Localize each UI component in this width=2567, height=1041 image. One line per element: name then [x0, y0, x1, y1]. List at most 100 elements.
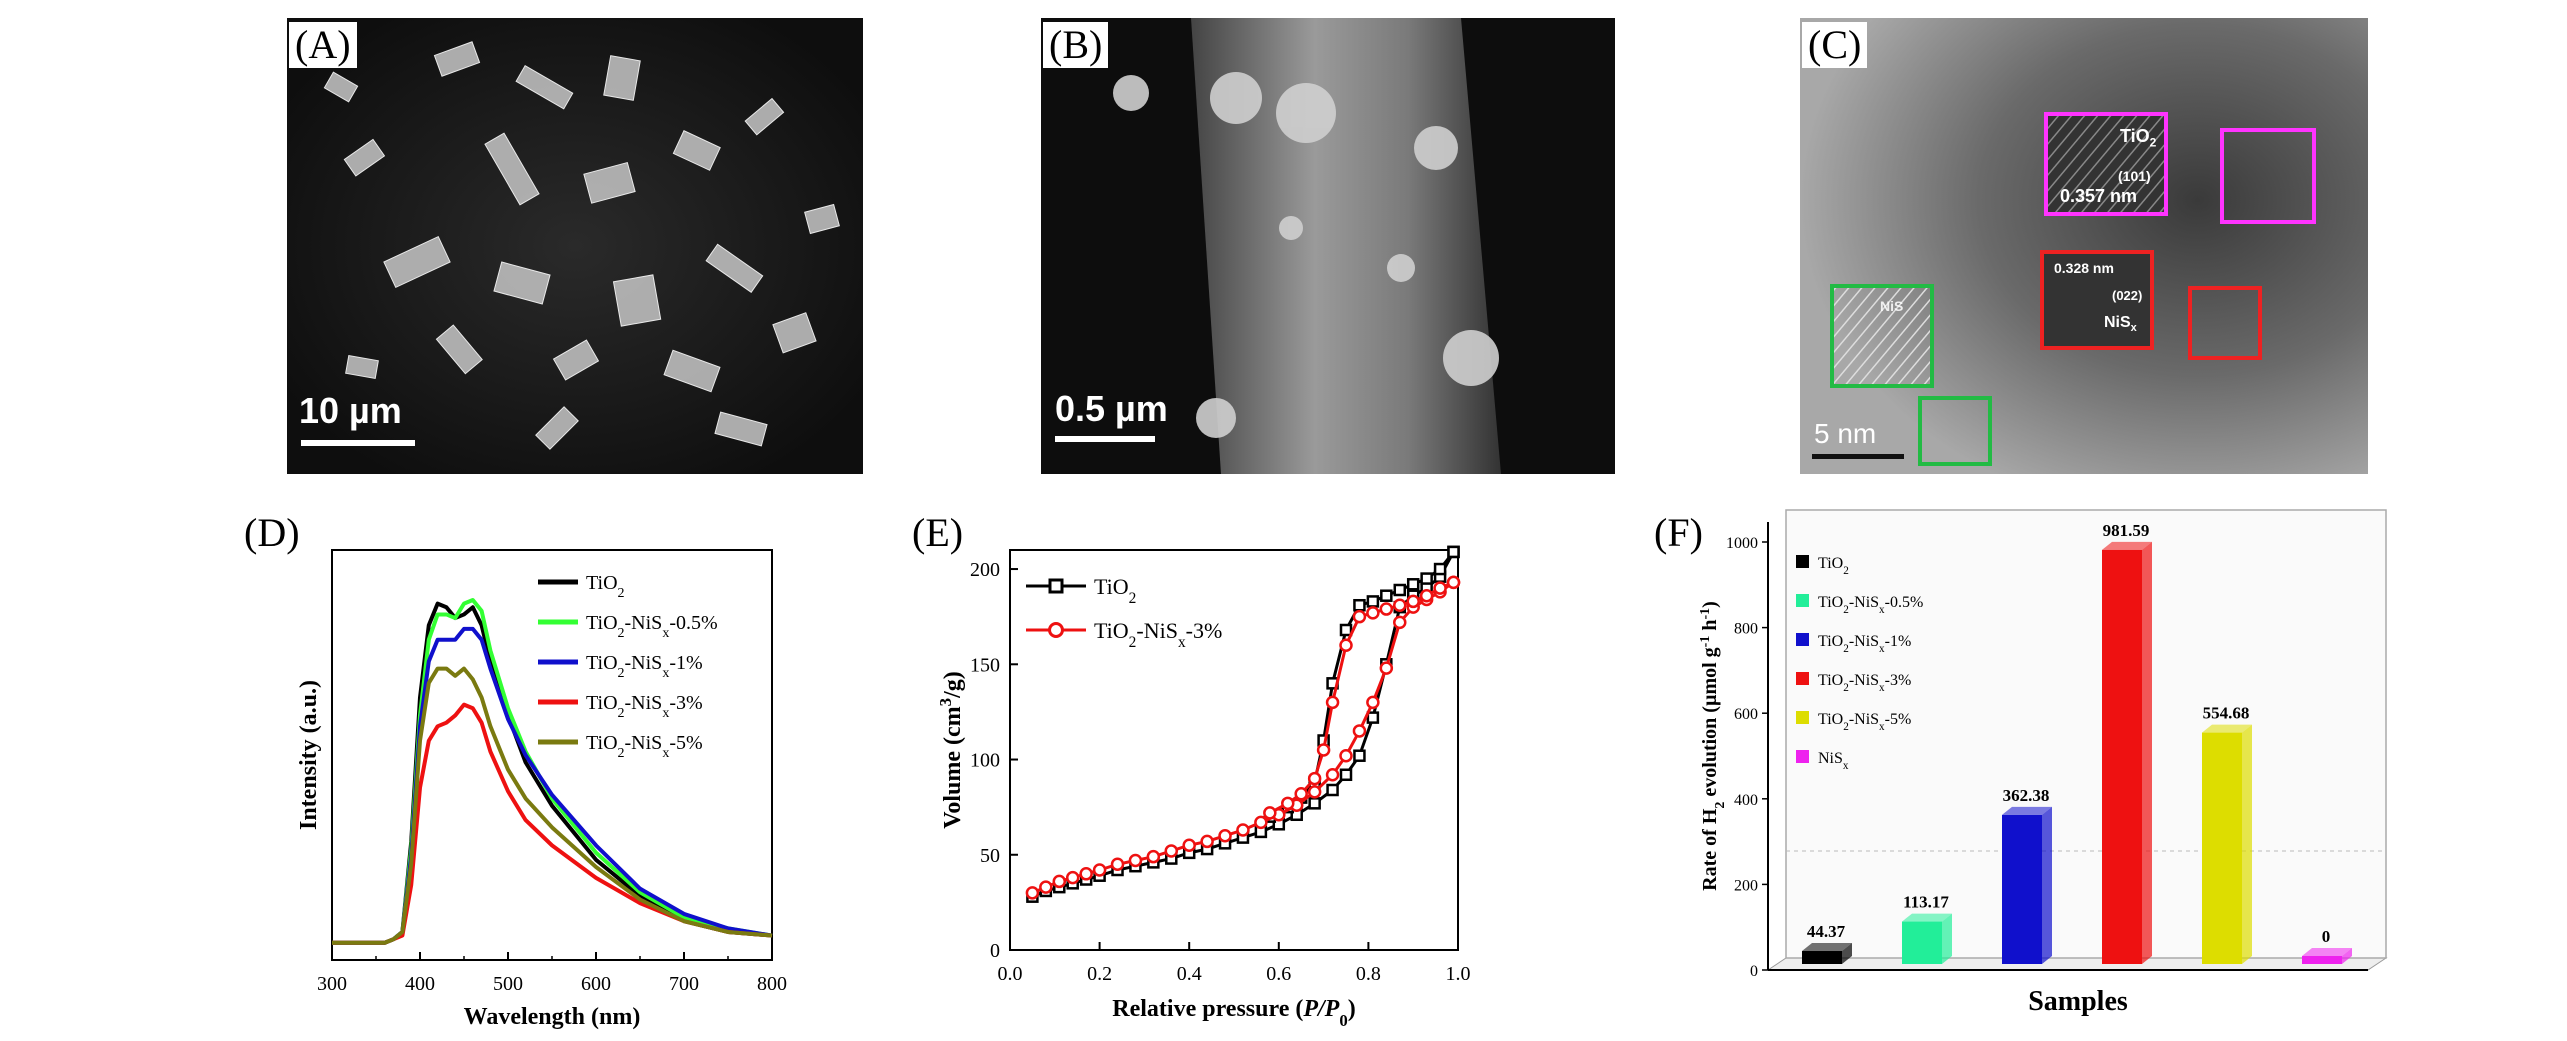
x-axis-label-f: Samples [2028, 986, 2128, 1017]
y-tick-label-e: 50 [980, 845, 1000, 867]
bar-f [2002, 814, 2042, 964]
tio2-inset-label: TiO2 [2120, 126, 2157, 150]
value-label-f: 0 [2322, 927, 2331, 946]
data-point-e [1366, 595, 1380, 608]
nis-plane-label: (022) [2112, 288, 2143, 303]
bar-f [2302, 956, 2342, 964]
scale-label-c: 5 nm [1814, 418, 1877, 449]
data-point-e [1294, 787, 1308, 801]
x-tick-label-d: 500 [493, 973, 523, 995]
isotherm-line-e [1031, 581, 1455, 895]
panel-label-d: (D) [238, 510, 306, 556]
legend-label-f: NiSx [1818, 750, 1849, 772]
legend-swatch-f [1796, 711, 1809, 724]
chart-f: 0 200 400 600 800 1000 Rate of H2 evolution (µ… [1698, 509, 2388, 1017]
legend-label-e: TiO2-NiSx-3% [1094, 618, 1222, 651]
bar-side-f [2042, 806, 2052, 964]
legend-label-f: TiO2-NiSx-3% [1818, 672, 1911, 694]
legend-label-d: TiO2-NiSx-1% [586, 652, 703, 681]
bar-f [2202, 732, 2242, 964]
chart-e: 0.0 0.2 0.4 0.6 0.8 1.0 0 50 100 150 200 Relative p… [940, 545, 1471, 1030]
data-point-e [1263, 806, 1277, 820]
data-point-e [1379, 661, 1394, 675]
panel-label-e: (E) [906, 510, 970, 556]
nis-spacing-label: 0.328 nm [2054, 260, 2114, 276]
x-axis-label-d: Wavelength (nm) [464, 1004, 641, 1030]
x-axis-label-e: Relative pressure (P/P0) [1112, 996, 1355, 1030]
legend-swatch-f [1796, 633, 1809, 646]
x-tick-label-d: 300 [317, 973, 347, 995]
bar-side-f [1942, 913, 1952, 964]
legend-label-e: TiO2 [1094, 574, 1136, 607]
data-point-e [1406, 578, 1420, 591]
value-label-f: 113.17 [1903, 893, 1949, 912]
data-point-e [1326, 783, 1339, 797]
sem-image-a: 10 µm [287, 18, 863, 474]
data-point-e [1308, 797, 1321, 810]
tio2-spacing-label: 0.357 nm [2060, 186, 2138, 206]
legend-swatch-f [1796, 555, 1809, 568]
y-tick-label-f: 1000 [1726, 535, 1758, 552]
nis-inset-label: NiSx [2104, 314, 2137, 335]
bar-f [1802, 951, 1842, 964]
bar-top-f [2102, 541, 2152, 550]
y-tick-label-e: 0 [990, 940, 1000, 962]
data-point-e [1447, 545, 1460, 559]
series-line-d [332, 666, 773, 945]
x-tick-label-d: 700 [669, 973, 699, 995]
legend-label-f: TiO2-NiSx-0.5% [1818, 594, 1923, 616]
panel-label-f: (F) [1648, 510, 1709, 556]
bar-top-f [2202, 724, 2252, 733]
data-point-e [1366, 711, 1380, 724]
data-point-e [1366, 695, 1380, 710]
data-point-e [1393, 615, 1407, 630]
x-tick-label-d: 400 [405, 973, 435, 995]
scale-label-b: 0.5 µm [1055, 388, 1168, 429]
x-tick-label-d: 600 [581, 973, 611, 995]
data-point-e [1446, 575, 1461, 590]
data-point-e [1307, 771, 1322, 786]
legend-label-d: TiO2 [586, 572, 625, 601]
value-label-f: 981.59 [2103, 521, 2150, 540]
floor-f [1766, 957, 2388, 971]
bar-side-f [1842, 943, 1852, 964]
y-tick-label-f: 200 [1734, 877, 1758, 894]
plot-frame-e [1009, 549, 1459, 951]
value-label-f: 554.68 [2203, 704, 2250, 723]
data-point-e [1353, 598, 1366, 612]
data-point-e [1307, 785, 1322, 799]
data-point-e [1218, 828, 1232, 843]
tem-lattice-c [1800, 18, 2368, 474]
legend-label-f: TiO2 [1818, 555, 1849, 577]
scale-bar-a [301, 440, 415, 446]
legend-swatch-f [1796, 750, 1809, 763]
legend-swatch-f [1796, 672, 1809, 685]
y-tick-label-f: 400 [1734, 792, 1758, 809]
bar-f [1902, 921, 1942, 964]
panel-label-b: (B) [1043, 22, 1109, 68]
bar-top-f [2302, 948, 2352, 956]
legend-swatch-f [1796, 594, 1809, 607]
value-label-f: 362.38 [2003, 786, 2050, 805]
legend-marker-e [1048, 622, 1064, 638]
tio2-plane-label: (101) [2118, 168, 2151, 184]
sem-image-b: 0.5 µm [1041, 18, 1615, 474]
y-tick-label-f: 0 [1750, 963, 1758, 980]
bar-top-f [1802, 943, 1852, 952]
data-point-e [1379, 602, 1394, 616]
data-point-e [1325, 768, 1340, 782]
series-line-d [332, 598, 773, 945]
back-wall-f [1785, 509, 2387, 959]
y-tick-label-e: 200 [970, 559, 1000, 581]
series-line-d [332, 601, 773, 945]
y-tick-label-e: 100 [970, 750, 1000, 772]
legend-label-d: TiO2-NiSx-0.5% [586, 612, 718, 641]
data-point-e [1079, 867, 1093, 881]
data-point-e [1092, 863, 1107, 877]
panel-label-c: (C) [1802, 22, 1868, 68]
data-point-e [1339, 623, 1353, 637]
scale-bar-b [1055, 436, 1155, 442]
bar-top-f [1902, 913, 1952, 922]
y-tick-label-f: 600 [1734, 706, 1758, 723]
scale-label-a: 10 µm [299, 390, 402, 431]
